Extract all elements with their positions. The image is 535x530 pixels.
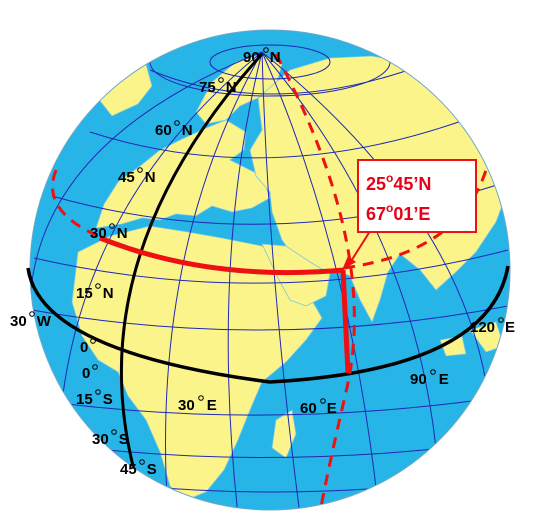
latitude-readout: 25o45’N (366, 171, 431, 194)
meridian-7 (59, 51, 263, 421)
label-30n: 30 N (90, 225, 128, 242)
parallel-30s (87, 445, 463, 458)
label-60n: 60 N (155, 122, 193, 139)
label-90e: 90 E (410, 371, 449, 388)
degree-symbol (95, 389, 101, 395)
graticule-labels: 90 N 75 N 60 N 45 N 30 N 15 N 0 0 15 S 30 S 45 S … (10, 47, 515, 478)
degree-symbol (95, 283, 101, 289)
degree-symbol (111, 429, 117, 435)
label-30s: 30 S (92, 431, 129, 448)
degree-symbol (174, 120, 180, 126)
label-120e: 120 E (470, 319, 515, 336)
parallel-30n (33, 249, 509, 284)
parallel-60n (89, 117, 471, 159)
degree-symbol (218, 77, 224, 83)
meridian-4 (261, 51, 379, 506)
label-15n: 15 N (76, 285, 114, 302)
label-90n: 90 N (243, 49, 281, 66)
meridian-8 (30, 51, 263, 301)
degree-symbol (498, 317, 504, 323)
label-0-equator: 0 (80, 339, 88, 356)
meridian-1 (165, 51, 263, 510)
parallel-15n (31, 305, 509, 331)
equator-line (26, 265, 510, 384)
label-30e: 30 E (178, 397, 217, 414)
prime-meridian (120, 52, 264, 510)
label-0-prime: 0 (82, 365, 90, 382)
polar-ring-2 (209, 44, 331, 80)
label-15s: 15 S (76, 391, 113, 408)
degree-symbol (109, 223, 115, 229)
africa-land (71, 225, 323, 501)
degree-symbol (430, 369, 436, 375)
degree-symbol (198, 395, 204, 401)
degree-symbol (139, 459, 145, 465)
coordinate-callout (357, 159, 477, 233)
europe-land (95, 119, 271, 229)
dashed-parallel (51, 169, 99, 238)
degree-symbol (90, 338, 96, 344)
label-45s: 45 S (120, 461, 157, 478)
parallel-75n (149, 65, 421, 95)
degree-symbol (263, 47, 269, 53)
degree-symbol (137, 167, 143, 173)
meridian-5 (261, 51, 439, 471)
parallel-15s (49, 397, 495, 416)
dashed-meridian (274, 53, 356, 510)
longitude-readout: 67o01’E (366, 201, 430, 224)
callout-arrowhead (342, 256, 356, 270)
label-45n: 45 N (118, 169, 156, 186)
latitude-highlight (99, 235, 345, 276)
label-75n: 75 N (199, 79, 237, 96)
dashed-parallel-east (343, 169, 488, 270)
longitude-highlight (340, 269, 351, 374)
degree-symbol (92, 364, 98, 370)
label-30w: 30 W (10, 313, 52, 330)
degree-symbol (320, 398, 326, 404)
degree-symbol (29, 311, 35, 317)
label-60e: 60 E (300, 400, 337, 417)
meridian-3 (261, 51, 301, 510)
